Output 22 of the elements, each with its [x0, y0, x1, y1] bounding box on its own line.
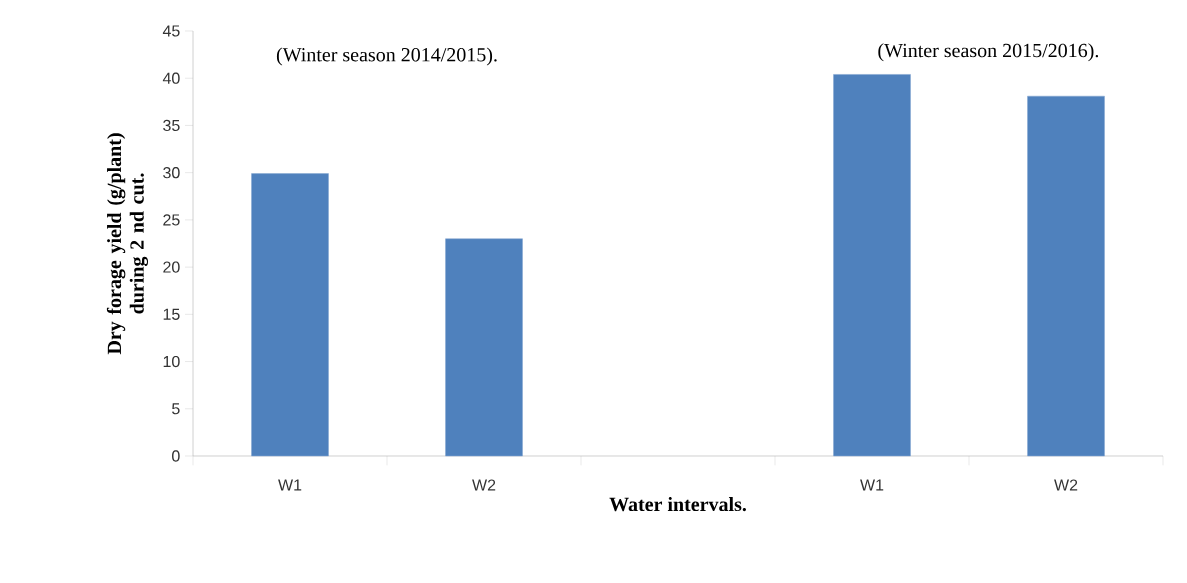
x-tick-label: W1 — [278, 479, 302, 491]
y-tick-label: 45 — [162, 25, 180, 37]
bar — [251, 173, 329, 457]
bar — [445, 238, 523, 457]
x-tick-label: W2 — [472, 479, 496, 491]
annotation: (Winter season 2014/2015). — [276, 47, 497, 66]
x-tick-label: W1 — [860, 479, 884, 491]
x-axis-title: Water intervals. — [609, 497, 746, 512]
bar — [1027, 95, 1105, 457]
y-tick-label: 30 — [163, 167, 180, 179]
y-tick-label: 40 — [162, 72, 180, 84]
y-tick-label: 0 — [172, 450, 180, 462]
y-tick-label: 35 — [163, 119, 180, 132]
annotation: (Winter season 2015/2016). — [878, 43, 1099, 62]
y-tick-label: 25 — [163, 214, 180, 226]
bar — [833, 74, 911, 457]
x-tick-label: W2 — [1054, 479, 1078, 491]
y-tick-label: 10 — [163, 355, 180, 368]
y-tick-label: 5 — [172, 403, 180, 415]
y-axis-title: Dry forage yield (g/plant) during 2 nd cut. — [106, 133, 149, 355]
y-tick-label: 20 — [163, 261, 180, 273]
y-tick-label: 15 — [163, 308, 180, 320]
